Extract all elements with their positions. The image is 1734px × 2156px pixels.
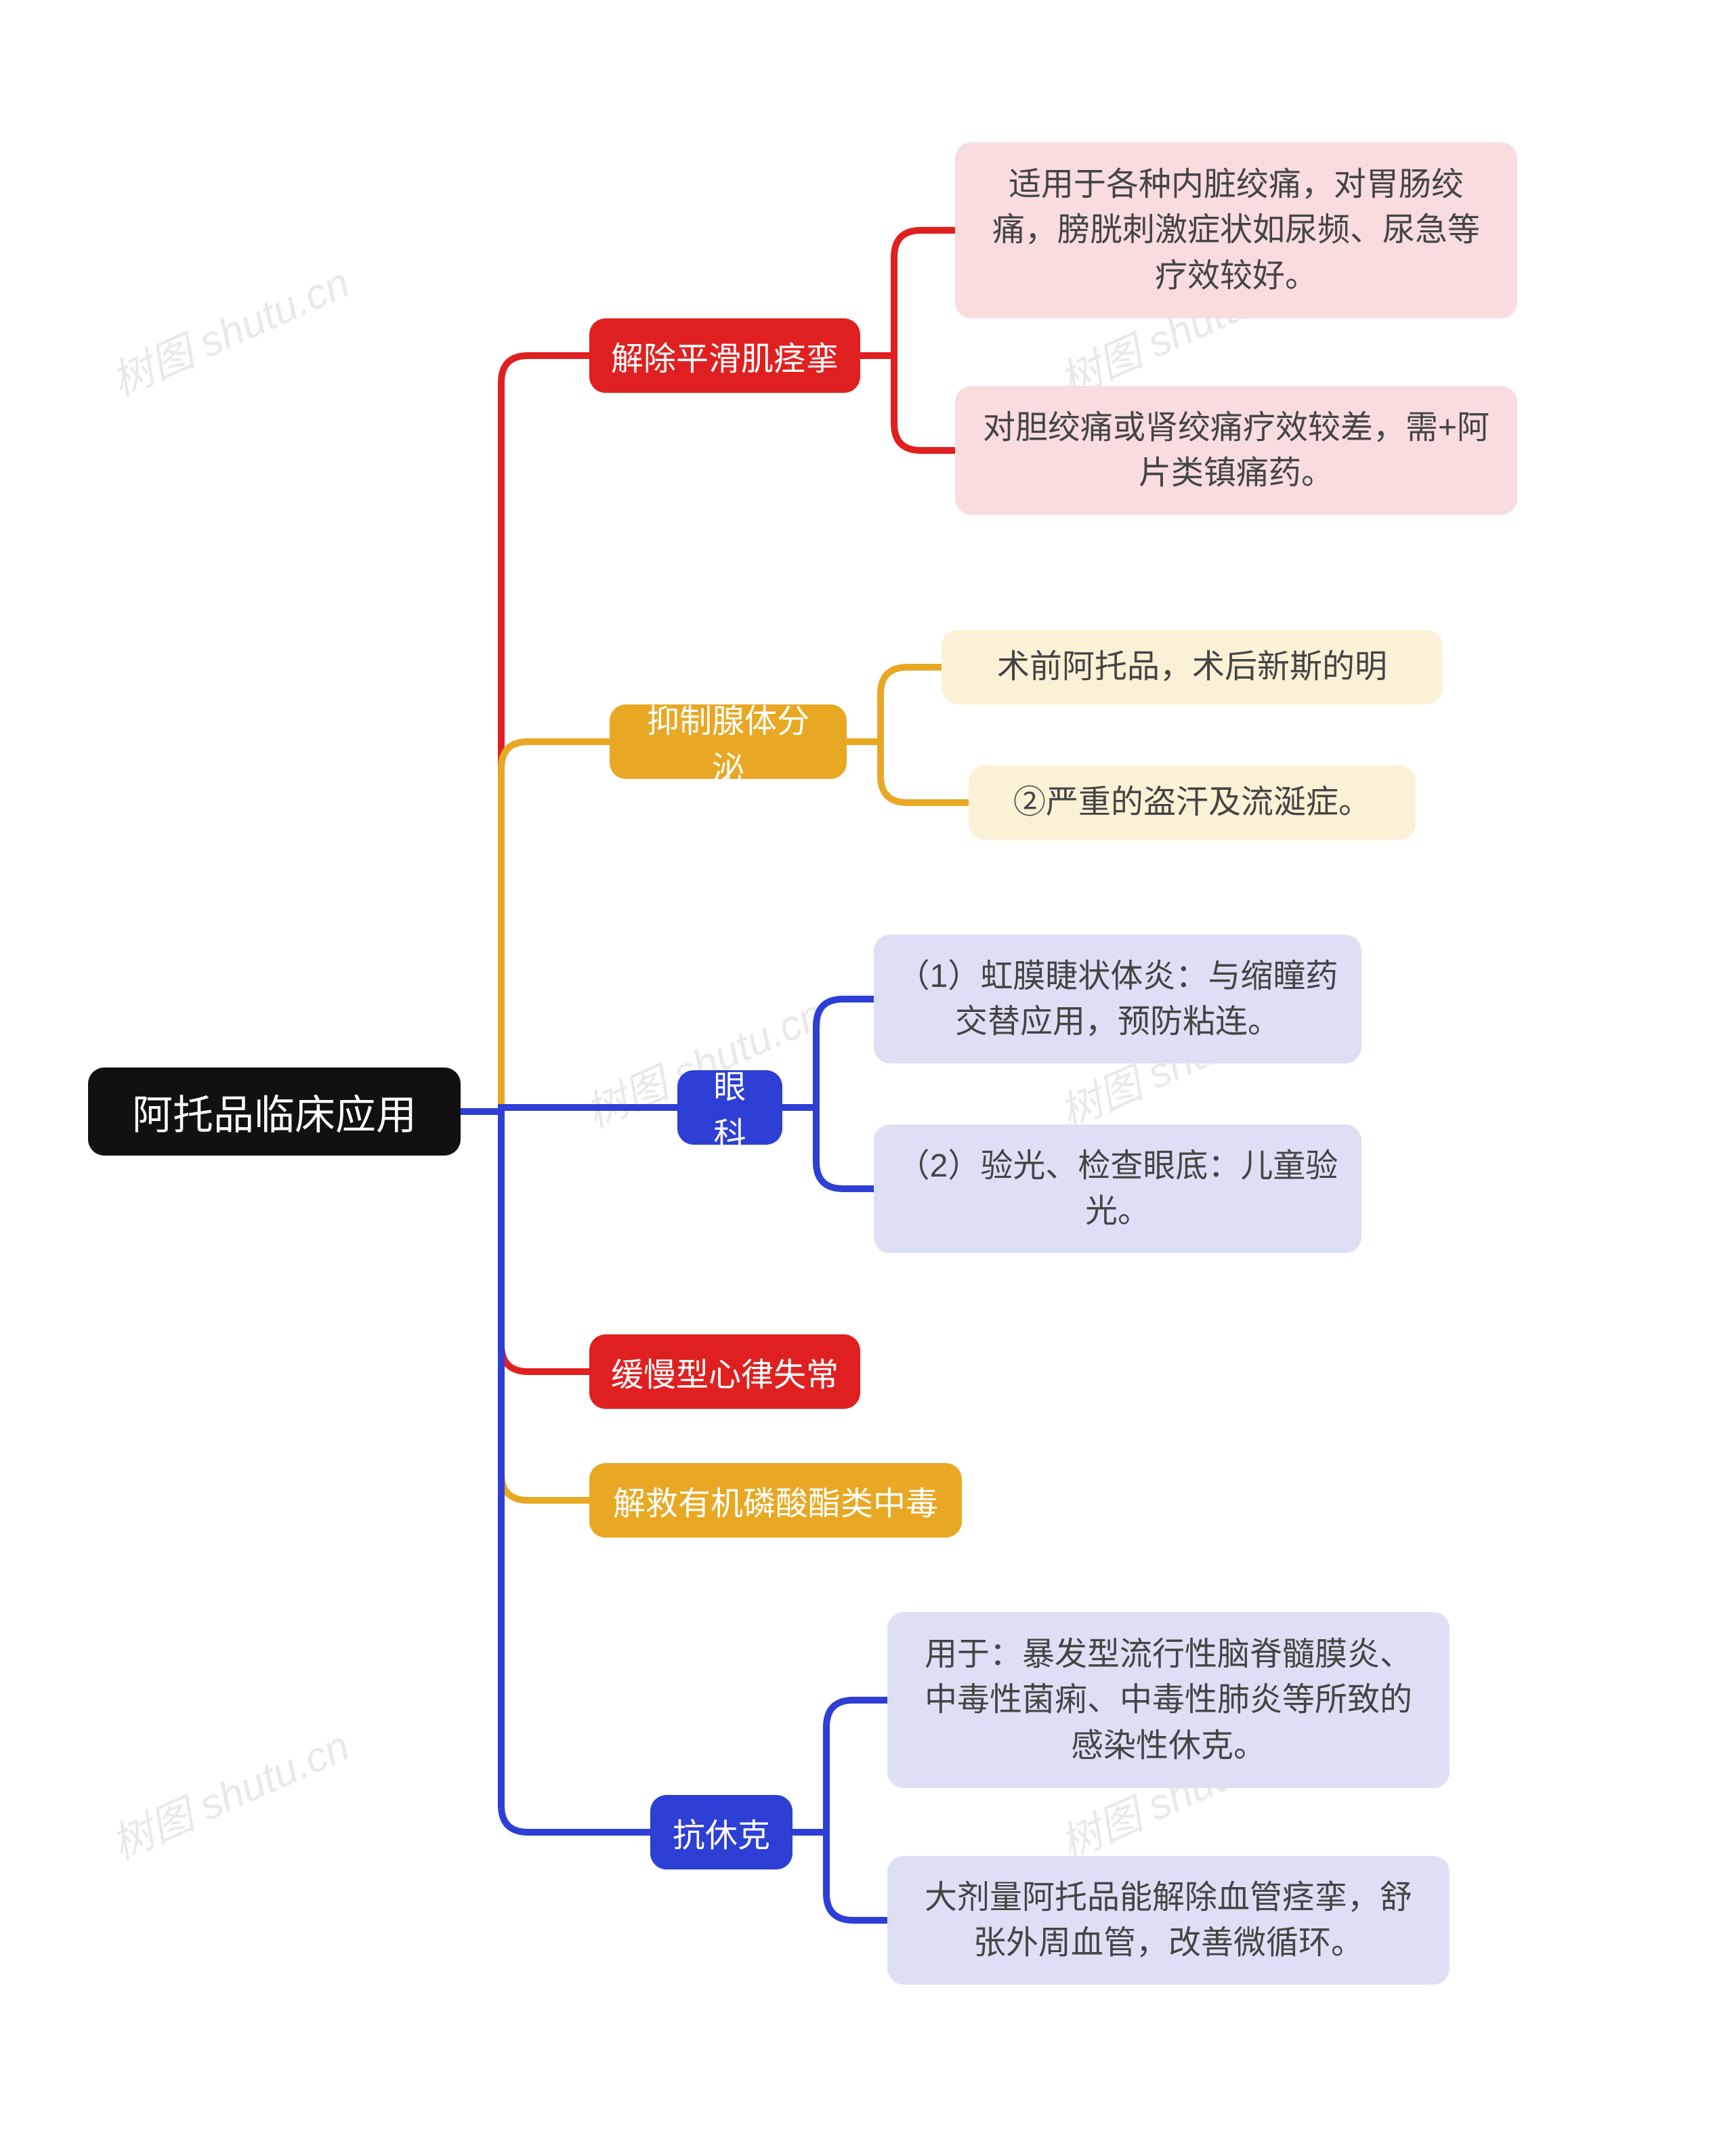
branch-node-1: 解除平滑肌痉挛 (589, 318, 860, 393)
leaf-node-2-2: ②严重的盗汗及流涎症。 (969, 765, 1416, 840)
branch-node-3: 眼科 (677, 1070, 782, 1145)
root-node: 阿托品临床应用 (88, 1068, 461, 1156)
leaf-node-2-1: 术前阿托品，术后新斯的明 (942, 630, 1443, 704)
leaf-node-6-1: 用于：暴发型流行性脑脊髓膜炎、中毒性菌痢、中毒性肺炎等所致的感染性休克。 (887, 1612, 1450, 1788)
branch-node-6: 抗休克 (650, 1795, 792, 1869)
branch-node-5: 解救有机磷酸酯类中毒 (589, 1463, 962, 1538)
branch-node-4: 缓慢型心律失常 (589, 1334, 860, 1409)
leaf-node-6-2: 大剂量阿托品能解除血管痉挛，舒张外周血管，改善微循环。 (887, 1856, 1450, 1985)
branch-node-2: 抑制腺体分泌 (610, 704, 847, 779)
leaf-node-1-2: 对胆绞痛或肾绞痛疗效较差，需+阿片类镇痛药。 (955, 386, 1517, 515)
leaf-node-3-2: （2）验光、检查眼底：儿童验光。 (874, 1124, 1361, 1253)
leaf-node-3-1: （1）虹膜睫状体炎：与缩瞳药交替应用，预防粘连。 (874, 935, 1361, 1063)
leaf-node-1-1: 适用于各种内脏绞痛，对胃肠绞痛，膀胱刺激症状如尿频、尿急等疗效较好。 (955, 142, 1517, 318)
watermark: 树图 shutu.cn (100, 249, 358, 408)
watermark: 树图 shutu.cn (100, 1712, 358, 1872)
